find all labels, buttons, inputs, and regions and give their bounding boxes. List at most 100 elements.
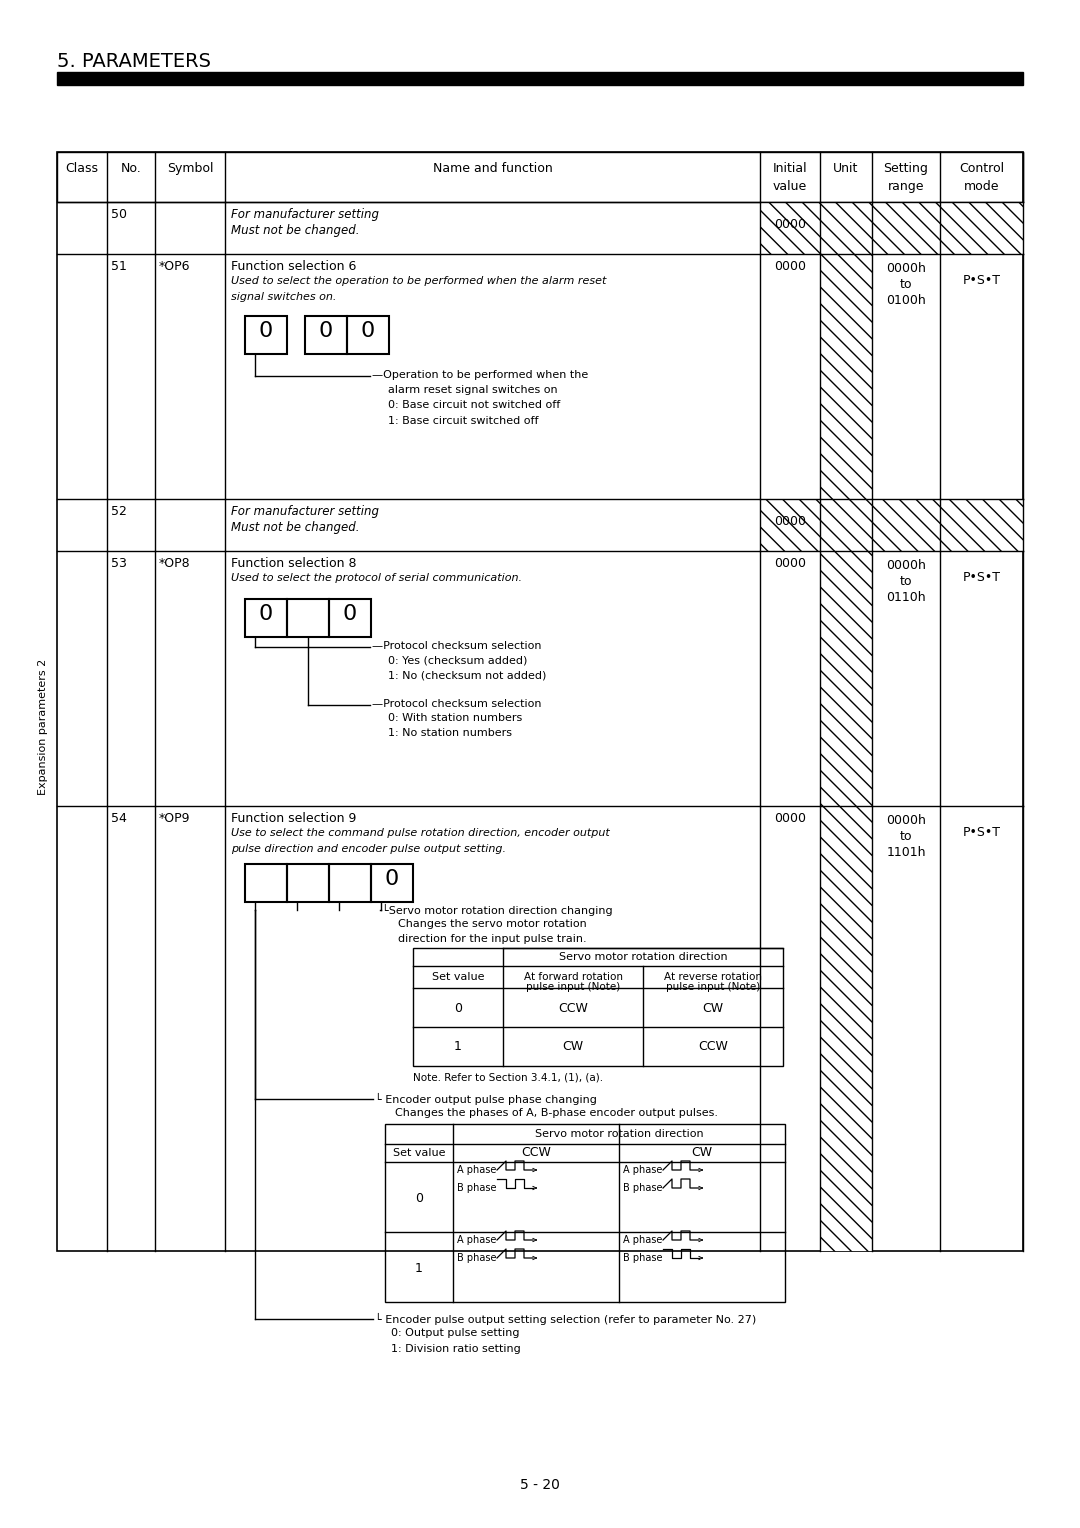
Bar: [413, 947, 783, 1067]
Text: 0: 0: [259, 604, 273, 623]
Bar: [57, 72, 1023, 86]
Text: Name and function: Name and function: [433, 162, 552, 174]
Text: 0000h: 0000h: [886, 559, 926, 571]
Bar: [329, 599, 372, 637]
Text: 0: Output pulse setting: 0: Output pulse setting: [391, 1328, 519, 1339]
Text: Must not be changed.: Must not be changed.: [231, 521, 360, 533]
Text: └ Encoder pulse output setting selection (refer to parameter No. 27): └ Encoder pulse output setting selection…: [375, 1313, 756, 1325]
Text: 0: Base circuit not switched off: 0: Base circuit not switched off: [388, 400, 561, 410]
Text: 0110h: 0110h: [887, 591, 926, 604]
Text: A phase: A phase: [457, 1164, 497, 1175]
Text: 0: 0: [319, 321, 333, 341]
Bar: [347, 316, 389, 354]
Text: 1: Base circuit switched off: 1: Base circuit switched off: [388, 416, 539, 426]
Text: Must not be changed.: Must not be changed.: [231, 225, 360, 237]
Text: 0000h: 0000h: [886, 814, 926, 827]
Bar: [872, 202, 940, 254]
Bar: [329, 863, 372, 902]
Text: Initial: Initial: [772, 162, 808, 176]
Text: Used to select the protocol of serial communication.: Used to select the protocol of serial co…: [231, 573, 522, 584]
Text: 5. PARAMETERS: 5. PARAMETERS: [57, 52, 211, 70]
Text: 52: 52: [111, 504, 126, 518]
Text: 0: With station numbers: 0: With station numbers: [388, 714, 523, 723]
Text: Servo motor rotation direction: Servo motor rotation direction: [558, 952, 727, 963]
Bar: [820, 805, 872, 1251]
Text: Expansion parameters 2: Expansion parameters 2: [38, 659, 48, 795]
Text: CW: CW: [702, 1001, 724, 1015]
Text: *OP8: *OP8: [159, 558, 191, 570]
Text: Function selection 9: Function selection 9: [231, 811, 356, 825]
Text: 1: No (checksum not added): 1: No (checksum not added): [388, 669, 546, 680]
Text: At forward rotation: At forward rotation: [524, 972, 622, 983]
Text: direction for the input pulse train.: direction for the input pulse train.: [399, 934, 586, 944]
Text: 0: 0: [342, 604, 357, 623]
Text: 0000: 0000: [774, 558, 806, 570]
Text: Symbol: Symbol: [166, 162, 213, 174]
Text: Function selection 8: Function selection 8: [231, 558, 356, 570]
Text: 53: 53: [111, 558, 126, 570]
Text: to: to: [900, 278, 913, 290]
Text: 0000: 0000: [774, 515, 806, 529]
Text: signal switches on.: signal switches on.: [231, 292, 336, 303]
Text: CCW: CCW: [698, 1041, 728, 1053]
Bar: [57, 151, 1023, 1251]
Bar: [872, 500, 940, 552]
Text: Servo motor rotation direction: Servo motor rotation direction: [535, 1129, 703, 1138]
Text: No.: No.: [121, 162, 141, 174]
Bar: [245, 863, 287, 902]
Bar: [820, 202, 872, 254]
Text: —Operation to be performed when the: —Operation to be performed when the: [372, 370, 589, 380]
Text: 0100h: 0100h: [886, 293, 926, 307]
Bar: [820, 500, 872, 552]
Text: For manufacturer setting: For manufacturer setting: [231, 504, 379, 518]
Text: *OP9: *OP9: [159, 811, 190, 825]
Text: 0: 0: [454, 1001, 462, 1015]
Bar: [372, 863, 413, 902]
Text: Function selection 6: Function selection 6: [231, 260, 356, 274]
Text: B phase: B phase: [623, 1183, 662, 1193]
Text: 0000: 0000: [774, 219, 806, 231]
Text: 51: 51: [111, 260, 126, 274]
Bar: [940, 500, 1023, 552]
Text: A phase: A phase: [623, 1164, 662, 1175]
Text: pulse input (Note): pulse input (Note): [526, 983, 620, 992]
Text: 0: 0: [259, 321, 273, 341]
Text: 1: 1: [454, 1041, 462, 1053]
Bar: [384, 1125, 785, 1302]
Text: B phase: B phase: [457, 1253, 497, 1264]
Text: Changes the servo motor rotation: Changes the servo motor rotation: [399, 918, 586, 929]
Text: Note. Refer to Section 3.4.1, (1), (a).: Note. Refer to Section 3.4.1, (1), (a).: [413, 1073, 603, 1082]
Text: B phase: B phase: [623, 1253, 662, 1264]
Text: alarm reset signal switches on: alarm reset signal switches on: [388, 385, 557, 396]
Text: └ Encoder output pulse phase changing: └ Encoder output pulse phase changing: [375, 1093, 597, 1105]
Bar: [760, 500, 820, 552]
Text: value: value: [773, 180, 807, 193]
Bar: [820, 552, 872, 805]
Bar: [287, 863, 329, 902]
Bar: [940, 202, 1023, 254]
Text: 0000: 0000: [774, 811, 806, 825]
Text: CW: CW: [691, 1146, 713, 1160]
Text: CCW: CCW: [521, 1146, 551, 1160]
Text: P•S•T: P•S•T: [962, 571, 1000, 584]
Text: —Protocol checksum selection: —Protocol checksum selection: [372, 698, 541, 709]
Text: Used to select the operation to be performed when the alarm reset: Used to select the operation to be perfo…: [231, 277, 606, 286]
Text: range: range: [888, 180, 924, 193]
Text: A phase: A phase: [457, 1235, 497, 1245]
Text: CCW: CCW: [558, 1001, 588, 1015]
Bar: [305, 316, 347, 354]
Text: B phase: B phase: [457, 1183, 497, 1193]
Text: Control: Control: [959, 162, 1004, 176]
Bar: [820, 254, 872, 500]
Text: to: to: [900, 575, 913, 588]
Bar: [760, 202, 820, 254]
Text: 1: No station numbers: 1: No station numbers: [388, 727, 512, 738]
Text: 5 - 20: 5 - 20: [521, 1478, 559, 1491]
Text: Changes the phases of A, B-phase encoder output pulses.: Changes the phases of A, B-phase encoder…: [395, 1108, 718, 1118]
Bar: [287, 599, 329, 637]
Text: pulse input (Note): pulse input (Note): [666, 983, 760, 992]
Text: 0: 0: [361, 321, 375, 341]
Text: └Servo motor rotation direction changing: └Servo motor rotation direction changing: [382, 905, 612, 917]
Text: 0: 0: [415, 1192, 423, 1206]
Text: 0: Yes (checksum added): 0: Yes (checksum added): [388, 656, 527, 665]
